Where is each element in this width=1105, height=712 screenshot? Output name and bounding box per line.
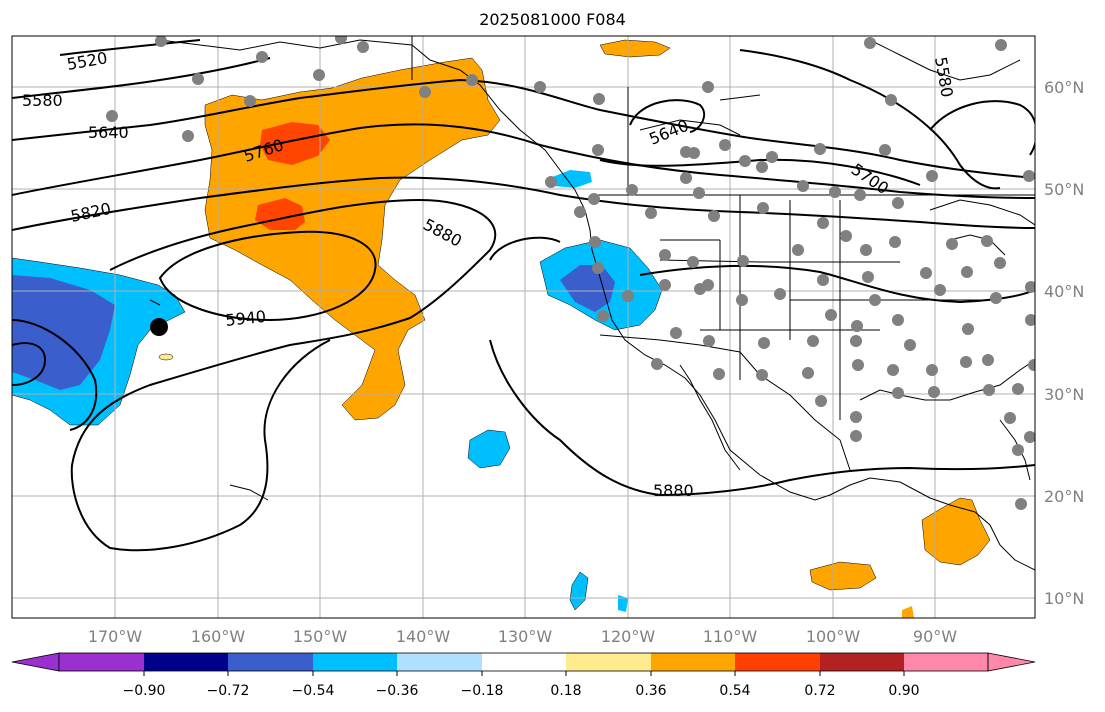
colorbar-label-8: 0.72 bbox=[804, 683, 835, 699]
blue-anomaly-south-1 bbox=[569, 571, 589, 611]
height-contours bbox=[12, 39, 1035, 552]
lat-label-40: 40°N bbox=[1044, 282, 1084, 301]
map-frame bbox=[11, 35, 1036, 619]
blue-anomaly-small-north bbox=[550, 170, 592, 188]
colorbar-label-0: −0.90 bbox=[123, 683, 166, 699]
colorbar-label-2: −0.54 bbox=[292, 683, 335, 699]
lon-label-160w: 160°W bbox=[191, 627, 246, 646]
colorbar-label-3: −0.36 bbox=[376, 683, 419, 699]
lon-label-130w: 130°W bbox=[498, 627, 553, 646]
lat-label-10: 10°N bbox=[1044, 589, 1084, 608]
lon-label-140w: 140°W bbox=[396, 627, 451, 646]
lat-label-30: 30°N bbox=[1044, 385, 1084, 404]
contour-label-5640: 5640 bbox=[88, 123, 129, 142]
latitude-labels: 60°N 50°N 40°N 30°N 20°N 10°N bbox=[1044, 78, 1084, 608]
yellow-anomaly-tiny bbox=[158, 353, 174, 361]
contour-label-5880-south: 5880 bbox=[653, 481, 694, 500]
lat-label-60: 60°N bbox=[1044, 78, 1084, 97]
colorbar-label-9: 0.90 bbox=[888, 683, 919, 699]
blue-anomaly-mid-pacific bbox=[467, 429, 511, 469]
lon-label-110w: 110°W bbox=[703, 627, 758, 646]
darkblue-anomaly-california bbox=[560, 265, 615, 312]
colorbar-ticks bbox=[143, 671, 905, 676]
station-points bbox=[106, 36, 1035, 510]
map-plot: 5520 5580 5640 5760 5820 5880 5940 5640 … bbox=[12, 36, 1035, 618]
longitude-labels: 170°W 160°W 150°W 140°W 130°W 120°W 110°… bbox=[88, 627, 957, 646]
lon-label-170w: 170°W bbox=[88, 627, 143, 646]
coastlines bbox=[149, 36, 1035, 571]
blue-anomaly-south-2 bbox=[618, 595, 628, 612]
colorbar-label-6: 0.36 bbox=[635, 683, 666, 699]
orange-anomaly-pacific-south bbox=[809, 561, 877, 591]
contour-label-5940: 5940 bbox=[224, 307, 266, 330]
orange-anomaly-tiny bbox=[902, 606, 914, 618]
colorbar-label-5: 0.18 bbox=[550, 683, 581, 699]
map-title: 2025081000 F084 bbox=[479, 10, 626, 29]
colorbar-label-7: 0.54 bbox=[719, 683, 750, 699]
colorbar-label-4: −0.18 bbox=[461, 683, 504, 699]
contour-label-5580: 5580 bbox=[22, 91, 63, 110]
lon-label-120w: 120°W bbox=[601, 627, 656, 646]
darkblue-anomaly-west bbox=[12, 275, 115, 390]
colorbar-label-1: −0.72 bbox=[207, 683, 250, 699]
colorbar: −0.90 −0.72 −0.54 −0.36 −0.18 0.18 0.36 … bbox=[11, 652, 1036, 699]
red-anomaly-north bbox=[260, 122, 330, 165]
colorbar-arrow-right bbox=[987, 652, 1036, 672]
colorbar-arrow-left bbox=[11, 652, 60, 672]
tropical-storm-marker bbox=[150, 318, 168, 336]
lat-label-20: 20°N bbox=[1044, 487, 1084, 506]
lat-label-50: 50°N bbox=[1044, 180, 1084, 199]
lon-label-150w: 150°W bbox=[293, 627, 348, 646]
lon-label-90w: 90°W bbox=[913, 627, 957, 646]
lon-label-100w: 100°W bbox=[806, 627, 861, 646]
orange-anomaly-top bbox=[599, 39, 671, 58]
